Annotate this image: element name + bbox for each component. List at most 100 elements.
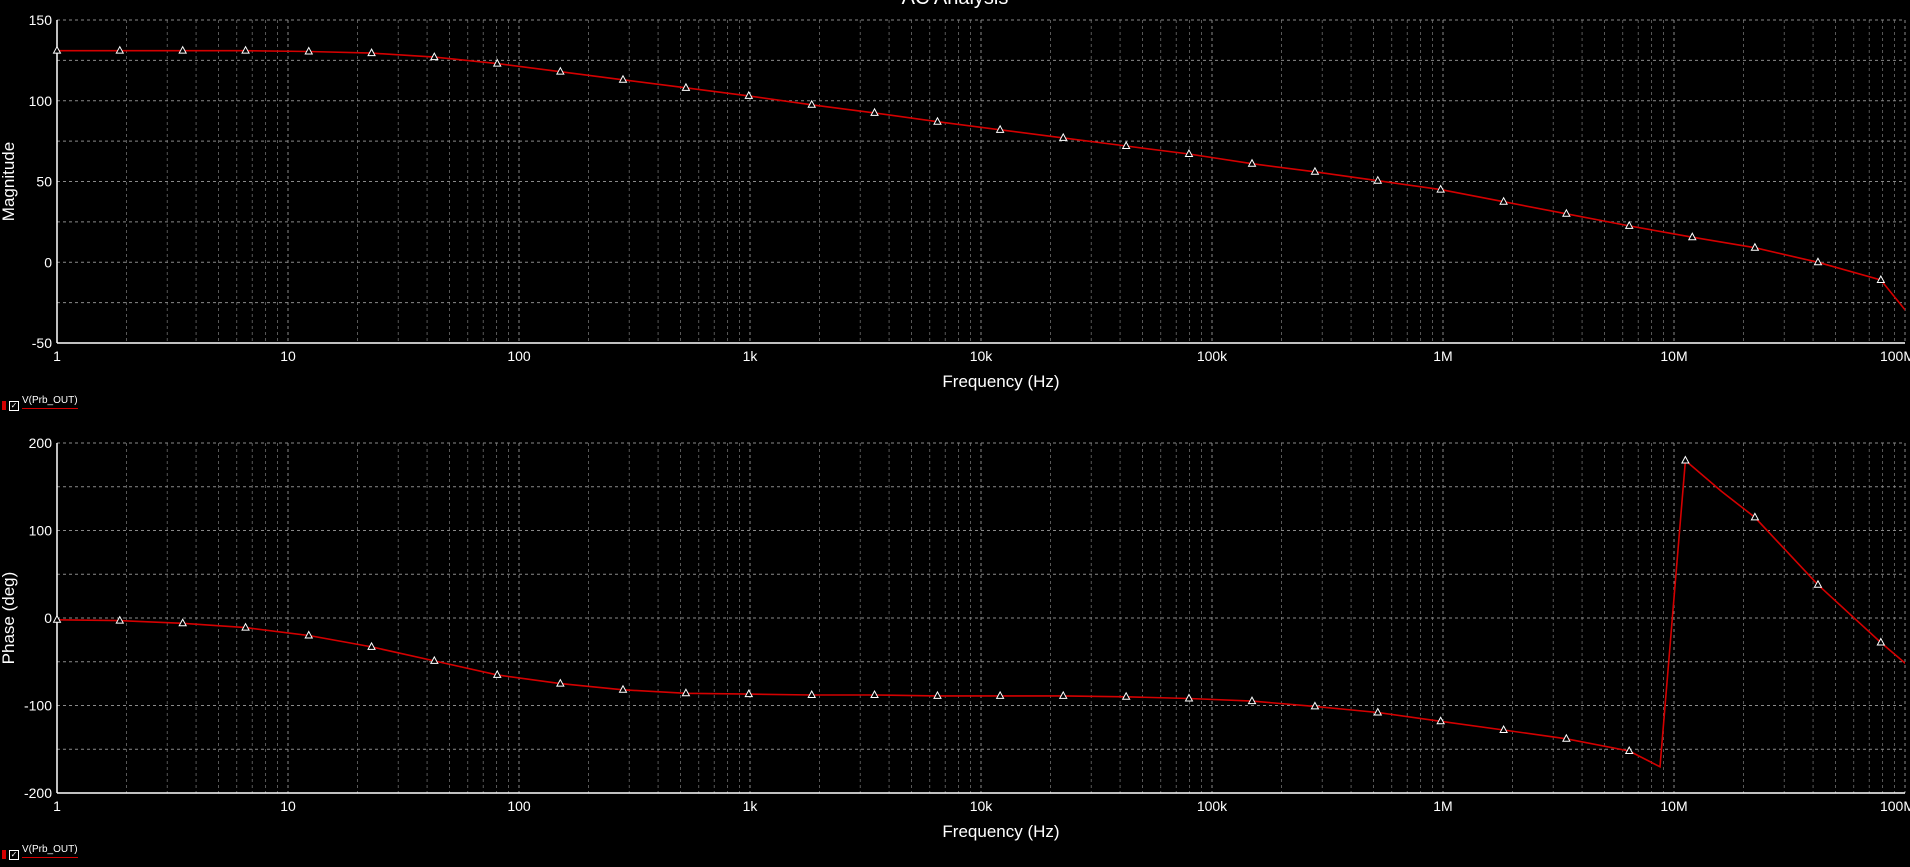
x-tick-label: 1 bbox=[53, 348, 61, 364]
x-tick-label: 10M bbox=[1660, 348, 1687, 364]
magnitude-legend: ✓ V(Prb_OUT) bbox=[2, 395, 78, 413]
y-tick-label: -100 bbox=[24, 698, 52, 714]
y-tick-label: 150 bbox=[29, 12, 53, 28]
data-point bbox=[933, 116, 942, 125]
data-point bbox=[1121, 691, 1131, 700]
data-point bbox=[1562, 733, 1571, 742]
x-tick-label: 10k bbox=[970, 348, 994, 364]
x-tick-label: 100k bbox=[1197, 798, 1228, 814]
trace-color-swatch bbox=[2, 401, 6, 410]
data-point bbox=[1373, 707, 1383, 716]
data-point bbox=[807, 99, 817, 108]
trace-name[interactable]: V(Prb_OUT) bbox=[22, 844, 78, 858]
data-point bbox=[241, 622, 250, 631]
trace-color-swatch bbox=[2, 850, 6, 859]
data-point bbox=[1750, 242, 1760, 251]
x-tick-label: 1M bbox=[1433, 798, 1452, 814]
data-point bbox=[178, 618, 188, 627]
x-tick-label: 100k bbox=[1197, 348, 1228, 364]
y-tick-label: 50 bbox=[36, 174, 52, 190]
x-tick-label: 10k bbox=[970, 798, 994, 814]
x-tick-label: 100 bbox=[507, 798, 531, 814]
y-tick-label: -50 bbox=[32, 335, 52, 351]
data-point bbox=[429, 655, 439, 664]
data-point bbox=[1499, 724, 1508, 733]
data-point bbox=[681, 688, 691, 697]
data-point bbox=[1813, 257, 1823, 266]
x-axis-label: Frequency (Hz) bbox=[942, 372, 1059, 391]
trace-name[interactable]: V(Prb_OUT) bbox=[22, 395, 78, 409]
y-axis-label: Magnitude bbox=[0, 142, 18, 221]
data-point bbox=[492, 669, 502, 678]
x-tick-label: 1k bbox=[743, 348, 759, 364]
y-axis-label: Phase (deg) bbox=[0, 572, 18, 665]
data-point bbox=[1373, 175, 1383, 184]
data-point bbox=[304, 46, 314, 55]
data-point bbox=[1184, 148, 1194, 158]
data-point bbox=[429, 52, 439, 61]
data-point bbox=[1184, 693, 1194, 702]
data-point bbox=[492, 58, 502, 67]
x-tick-label: 10 bbox=[280, 348, 296, 364]
x-tick-label: 100M bbox=[1880, 348, 1910, 364]
data-point bbox=[995, 124, 1005, 133]
data-point bbox=[1436, 184, 1446, 193]
data-point bbox=[1624, 220, 1634, 229]
series-line bbox=[57, 458, 1905, 769]
data-point bbox=[1499, 196, 1508, 205]
data-point bbox=[1247, 696, 1257, 705]
data-point bbox=[556, 678, 565, 687]
data-point bbox=[178, 45, 188, 54]
data-point bbox=[744, 689, 754, 698]
data-point bbox=[1058, 132, 1068, 141]
y-tick-label: 0 bbox=[44, 610, 52, 626]
data-point bbox=[1436, 716, 1446, 725]
data-point bbox=[618, 74, 628, 83]
data-point bbox=[556, 66, 565, 75]
data-point bbox=[1121, 140, 1131, 149]
data-point bbox=[115, 615, 125, 624]
data-point bbox=[52, 45, 62, 54]
data-point bbox=[367, 641, 376, 650]
data-point bbox=[933, 690, 942, 699]
phase-plot: 1 10 100 1k 10k 100k 1M 10M 100M 200 100 0 -100 -200 F… bbox=[0, 435, 1910, 841]
x-tick-label: 10M bbox=[1660, 798, 1687, 814]
data-point bbox=[1687, 232, 1697, 241]
data-point bbox=[367, 48, 376, 57]
x-tick-label: 100 bbox=[507, 348, 531, 364]
data-point bbox=[52, 614, 62, 623]
x-tick-label: 10 bbox=[280, 798, 296, 814]
data-point bbox=[1624, 745, 1634, 754]
data-point bbox=[1058, 690, 1068, 699]
data-point bbox=[1876, 274, 1886, 284]
phase-legend: ✓ V(Prb_OUT) bbox=[2, 844, 78, 862]
series-line bbox=[57, 49, 1905, 311]
data-point bbox=[744, 90, 754, 99]
data-point bbox=[1310, 166, 1320, 175]
data-point bbox=[995, 690, 1005, 699]
data-point bbox=[1750, 512, 1760, 521]
data-point bbox=[807, 689, 817, 698]
y-tick-label: 100 bbox=[29, 93, 53, 109]
x-tick-label: 100M bbox=[1880, 798, 1910, 814]
y-tick-label: -200 bbox=[24, 785, 52, 801]
data-point bbox=[870, 107, 879, 116]
magnitude-plot: 1 10 100 1k 10k 100k 1M 10M 100M 150 100 50 0 -50 Freq… bbox=[0, 12, 1910, 391]
data-point bbox=[1681, 455, 1690, 464]
data-point bbox=[1562, 208, 1571, 217]
data-point bbox=[1876, 637, 1886, 646]
data-point bbox=[1310, 701, 1320, 710]
y-tick-label: 100 bbox=[29, 523, 53, 539]
data-point bbox=[870, 689, 879, 698]
x-tick-label: 1 bbox=[53, 798, 61, 814]
data-point bbox=[1813, 579, 1823, 588]
trace-visibility-checkbox[interactable]: ✓ bbox=[9, 401, 19, 411]
data-point bbox=[115, 45, 125, 54]
chart-title: AC Analysis bbox=[902, 0, 1009, 9]
trace-visibility-checkbox[interactable]: ✓ bbox=[9, 850, 19, 860]
x-tick-label: 1k bbox=[743, 798, 759, 814]
y-tick-label: 200 bbox=[29, 435, 53, 451]
data-point bbox=[304, 630, 314, 639]
data-point bbox=[241, 45, 250, 54]
